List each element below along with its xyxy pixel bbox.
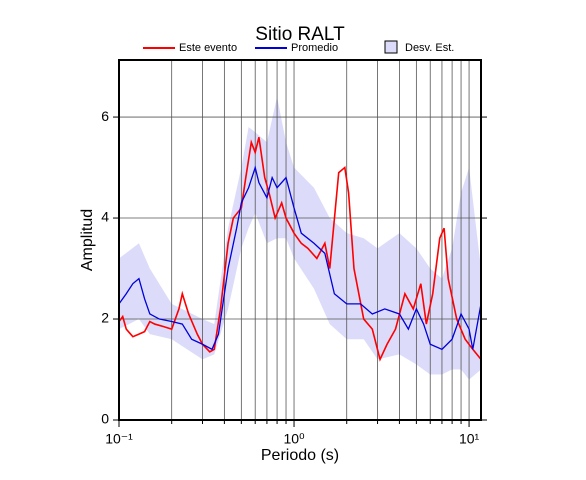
chart-title: Sitio RALT [255,24,345,45]
x-axis-label: Periodo (s) [261,447,339,464]
legend-swatch [384,40,398,54]
legend-label: Promedio [291,42,338,54]
y-tick-label: 6 [101,108,109,124]
series-line [118,165,482,351]
x-tick-label: 10⁰ [283,431,305,447]
y-tick-label: 0 [101,411,109,427]
y-tick-label: 2 [101,310,109,326]
legend-label: Este evento [179,42,237,54]
y-tick-label: 4 [101,209,109,225]
std-band [119,96,481,380]
y-axis-label: Amplitud [79,209,96,271]
x-tick-label: 10¹ [459,431,480,447]
plot-frame [118,59,482,421]
x-tick-label: 10⁻¹ [105,431,133,447]
legend-label: Desv. Est. [405,42,454,54]
